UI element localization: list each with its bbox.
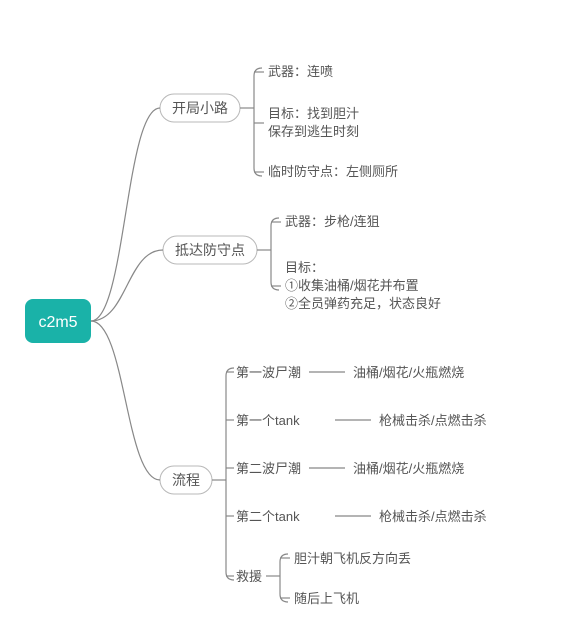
branch-flow-label: 流程: [172, 472, 200, 488]
flow-step-detail: 枪械击杀/点燃击杀: [379, 509, 487, 524]
edge: [91, 321, 160, 480]
branch-defense-leaf: ②全员弹药充足，状态良好: [285, 296, 441, 311]
branch-start-label: 开局小路: [172, 100, 228, 116]
root-label: c2m5: [38, 314, 77, 331]
branch-start-leaf: 保存到逃生时刻: [268, 124, 359, 139]
flow-step-detail: 油桶/烟花/火瓶燃烧: [353, 461, 464, 476]
edge: [91, 250, 163, 321]
bracket: [226, 368, 234, 580]
branch-start-leaf: 目标：找到胆汁: [268, 106, 359, 121]
flow-step: 第一波尸潮: [236, 365, 301, 380]
branch-defense-leaf: 目标：: [285, 260, 324, 275]
bracket: [280, 554, 288, 602]
flow-step-detail: 枪械击杀/点燃击杀: [379, 413, 487, 428]
mindmap: c2m5 开局小路抵达防守点流程 武器：连喷目标：找到胆汁保存到逃生时刻临时防守点：…: [0, 0, 564, 642]
flow-rescue-leaf: 胆汁朝飞机反方向丢: [294, 551, 411, 566]
flow-step: 救援: [236, 569, 262, 584]
flow-step: 第一个tank: [236, 413, 300, 428]
flow-step: 第二波尸潮: [236, 461, 301, 476]
bracket: [254, 68, 262, 176]
flow-rescue-leaf: 随后上飞机: [294, 591, 359, 606]
flow-step-detail: 油桶/烟花/火瓶燃烧: [353, 365, 464, 380]
bracket: [271, 218, 279, 290]
flow-step: 第二个tank: [236, 509, 300, 524]
branch-defense-leaf: ①收集油桶/烟花并布置: [285, 278, 419, 293]
branch-defense-leaf: 武器：步枪/连狙: [285, 214, 380, 229]
branch-start-leaf: 武器：连喷: [268, 64, 333, 79]
branch-defense-label: 抵达防守点: [175, 242, 245, 258]
branch-start-leaf: 临时防守点：左侧厕所: [268, 164, 398, 179]
